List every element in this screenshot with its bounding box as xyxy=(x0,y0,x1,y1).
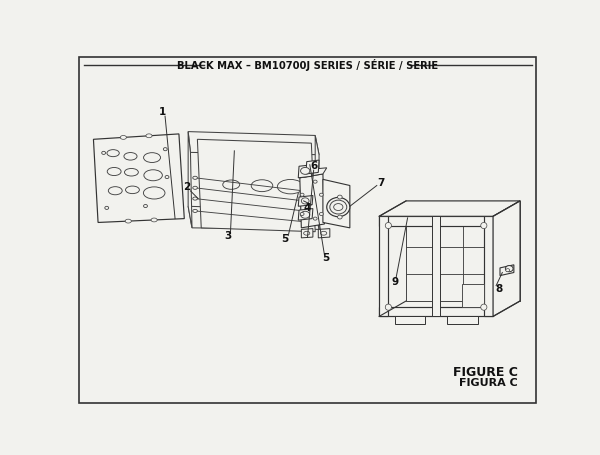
Ellipse shape xyxy=(301,167,310,174)
Polygon shape xyxy=(379,201,520,216)
Text: 2: 2 xyxy=(183,182,190,192)
Polygon shape xyxy=(94,134,184,222)
Text: 5: 5 xyxy=(322,253,329,263)
Ellipse shape xyxy=(338,215,342,219)
Ellipse shape xyxy=(109,187,122,195)
Polygon shape xyxy=(395,316,425,324)
Ellipse shape xyxy=(300,212,304,216)
Polygon shape xyxy=(447,316,478,324)
Ellipse shape xyxy=(301,189,306,192)
Ellipse shape xyxy=(223,180,239,189)
Ellipse shape xyxy=(385,222,391,228)
Ellipse shape xyxy=(146,134,152,138)
Polygon shape xyxy=(318,228,330,238)
Ellipse shape xyxy=(143,204,148,207)
Polygon shape xyxy=(188,131,319,155)
Ellipse shape xyxy=(125,186,139,194)
Polygon shape xyxy=(462,284,484,307)
Ellipse shape xyxy=(144,170,163,181)
Ellipse shape xyxy=(102,152,106,154)
Ellipse shape xyxy=(124,168,139,176)
Ellipse shape xyxy=(193,186,197,189)
Polygon shape xyxy=(298,196,313,206)
Polygon shape xyxy=(406,201,520,301)
Text: 9: 9 xyxy=(392,277,399,287)
Ellipse shape xyxy=(193,197,197,200)
Ellipse shape xyxy=(125,219,131,223)
Ellipse shape xyxy=(193,176,197,179)
Ellipse shape xyxy=(143,153,161,162)
Ellipse shape xyxy=(313,180,317,183)
Ellipse shape xyxy=(319,193,323,196)
Ellipse shape xyxy=(124,152,137,160)
Ellipse shape xyxy=(277,179,304,194)
Polygon shape xyxy=(500,265,514,276)
Polygon shape xyxy=(379,216,388,316)
Polygon shape xyxy=(306,160,319,174)
Ellipse shape xyxy=(330,200,347,214)
Ellipse shape xyxy=(481,304,487,310)
Ellipse shape xyxy=(334,203,343,211)
Polygon shape xyxy=(379,307,493,316)
Ellipse shape xyxy=(327,197,350,217)
Polygon shape xyxy=(300,174,325,228)
Ellipse shape xyxy=(143,187,165,199)
Ellipse shape xyxy=(107,167,121,176)
Polygon shape xyxy=(188,206,319,229)
Ellipse shape xyxy=(505,266,513,272)
Ellipse shape xyxy=(481,222,487,228)
Ellipse shape xyxy=(163,147,167,151)
Text: BLACK MAX – BM10700J SERIES / SÉRIE / SERIE: BLACK MAX – BM10700J SERIES / SÉRIE / SE… xyxy=(177,60,438,71)
Text: 4: 4 xyxy=(304,203,311,213)
Ellipse shape xyxy=(304,231,310,235)
Text: 5: 5 xyxy=(281,234,289,244)
Ellipse shape xyxy=(193,209,197,212)
Polygon shape xyxy=(300,168,327,178)
Ellipse shape xyxy=(151,218,157,222)
Ellipse shape xyxy=(338,195,342,199)
Polygon shape xyxy=(315,136,319,229)
Polygon shape xyxy=(188,131,192,228)
Ellipse shape xyxy=(320,231,327,235)
Polygon shape xyxy=(323,179,350,228)
Ellipse shape xyxy=(251,185,272,197)
Polygon shape xyxy=(298,208,313,220)
Polygon shape xyxy=(493,201,520,316)
Text: 7: 7 xyxy=(377,178,385,188)
Ellipse shape xyxy=(319,212,323,216)
Text: FIGURE C: FIGURE C xyxy=(453,366,518,379)
Polygon shape xyxy=(298,165,313,178)
Ellipse shape xyxy=(301,220,306,223)
Polygon shape xyxy=(484,216,493,316)
Polygon shape xyxy=(432,216,440,316)
Text: 8: 8 xyxy=(496,284,503,294)
Ellipse shape xyxy=(107,150,119,157)
Polygon shape xyxy=(197,139,315,232)
Ellipse shape xyxy=(280,184,307,199)
Text: FIGURA C: FIGURA C xyxy=(459,379,518,389)
Ellipse shape xyxy=(105,206,109,209)
Ellipse shape xyxy=(301,199,306,202)
Ellipse shape xyxy=(251,180,273,192)
Ellipse shape xyxy=(313,217,317,220)
Ellipse shape xyxy=(120,136,127,139)
Polygon shape xyxy=(301,228,313,238)
Ellipse shape xyxy=(165,176,169,178)
Text: 1: 1 xyxy=(159,107,166,117)
Ellipse shape xyxy=(301,198,309,204)
Ellipse shape xyxy=(301,211,310,218)
Text: 3: 3 xyxy=(224,231,232,241)
Ellipse shape xyxy=(385,304,391,310)
Ellipse shape xyxy=(218,186,235,195)
Ellipse shape xyxy=(506,268,509,272)
Ellipse shape xyxy=(300,193,304,196)
Polygon shape xyxy=(379,216,493,226)
Text: 6: 6 xyxy=(310,161,317,171)
FancyBboxPatch shape xyxy=(79,57,536,403)
Ellipse shape xyxy=(301,209,306,212)
